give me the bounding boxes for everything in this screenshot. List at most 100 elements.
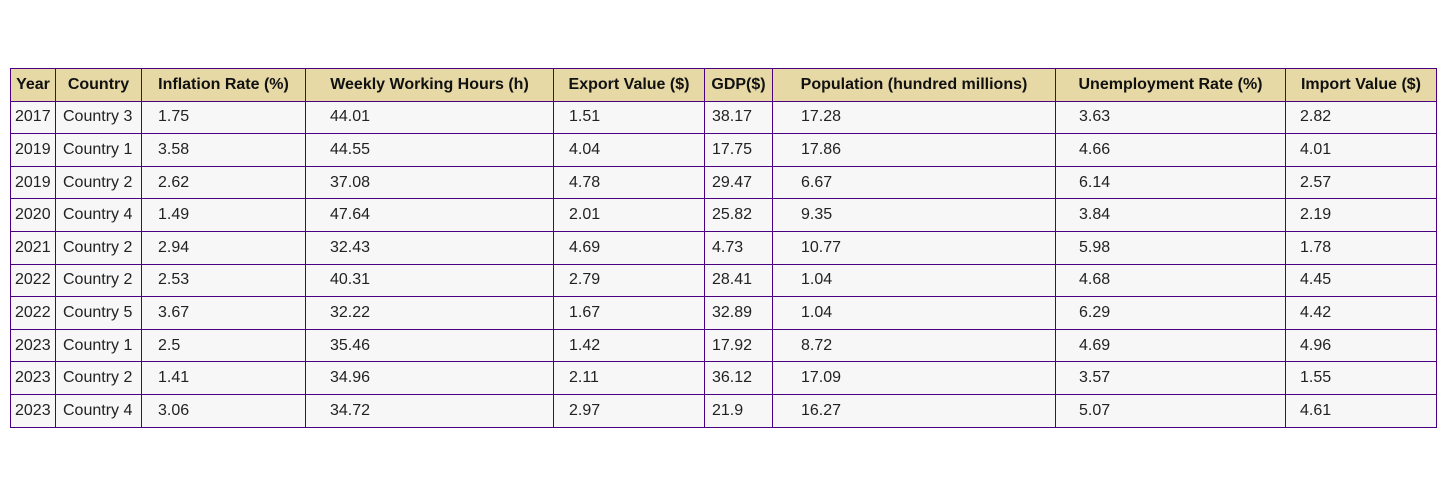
cell-export-value: 2.97 xyxy=(553,393,705,428)
cell-year: 2022 xyxy=(10,263,56,298)
cell-unemployment-rate: 3.84 xyxy=(1055,198,1286,232)
cell-year: 2023 xyxy=(10,328,56,363)
cell-inflation-rate: 1.75 xyxy=(141,100,306,135)
cell-gdp: 21.9 xyxy=(704,393,773,428)
cell-inflation-rate: 1.49 xyxy=(141,198,306,232)
cell-export-value: 2.01 xyxy=(553,198,705,232)
cell-weekly-working-hours: 35.46 xyxy=(305,328,554,363)
cell-export-value: 1.67 xyxy=(553,296,705,330)
cell-year: 2023 xyxy=(10,393,56,428)
cell-export-value: 4.69 xyxy=(553,230,705,265)
cell-country: Country 4 xyxy=(55,198,142,232)
header-gdp: GDP($) xyxy=(704,68,773,102)
cell-country: Country 2 xyxy=(55,165,142,200)
header-inflation-rate: Inflation Rate (%) xyxy=(141,68,306,102)
cell-inflation-rate: 1.41 xyxy=(141,361,306,395)
data-table: Year Country Inflation Rate (%) Weekly W… xyxy=(10,68,1437,428)
cell-gdp: 38.17 xyxy=(704,100,773,135)
cell-unemployment-rate: 4.68 xyxy=(1055,263,1286,298)
table-row: 2022 Country 2 2.53 40.31 2.79 28.41 1.04 4.68 4… xyxy=(10,263,1437,298)
cell-import-value: 4.01 xyxy=(1285,133,1437,167)
cell-unemployment-rate: 4.69 xyxy=(1055,328,1286,363)
cell-year: 2019 xyxy=(10,133,56,167)
cell-export-value: 2.79 xyxy=(553,263,705,298)
header-year: Year xyxy=(10,68,56,102)
cell-weekly-working-hours: 37.08 xyxy=(305,165,554,200)
cell-inflation-rate: 3.06 xyxy=(141,393,306,428)
cell-weekly-working-hours: 44.55 xyxy=(305,133,554,167)
table-row: 2022 Country 5 3.67 32.22 1.67 32.89 1.04 6.29 4… xyxy=(10,296,1437,330)
cell-population: 8.72 xyxy=(772,328,1056,363)
cell-unemployment-rate: 5.07 xyxy=(1055,393,1286,428)
header-unemployment-rate: Unemployment Rate (%) xyxy=(1055,68,1286,102)
cell-weekly-working-hours: 32.22 xyxy=(305,296,554,330)
cell-import-value: 4.45 xyxy=(1285,263,1437,298)
cell-country: Country 5 xyxy=(55,296,142,330)
table-row: 2019 Country 2 2.62 37.08 4.78 29.47 6.67 6.14 2… xyxy=(10,165,1437,200)
cell-year: 2022 xyxy=(10,296,56,330)
cell-unemployment-rate: 5.98 xyxy=(1055,230,1286,265)
table-row: 2019 Country 1 3.58 44.55 4.04 17.75 17.86 4.66… xyxy=(10,133,1437,167)
cell-gdp: 32.89 xyxy=(704,296,773,330)
cell-weekly-working-hours: 40.31 xyxy=(305,263,554,298)
cell-population: 16.27 xyxy=(772,393,1056,428)
cell-gdp: 4.73 xyxy=(704,230,773,265)
cell-year: 2021 xyxy=(10,230,56,265)
cell-year: 2019 xyxy=(10,165,56,200)
table-row: 2023 Country 1 2.5 35.46 1.42 17.92 8.72 4.69 4.… xyxy=(10,328,1437,363)
header-weekly-working-hours: Weekly Working Hours (h) xyxy=(305,68,554,102)
cell-population: 17.09 xyxy=(772,361,1056,395)
cell-inflation-rate: 3.67 xyxy=(141,296,306,330)
cell-import-value: 4.61 xyxy=(1285,393,1437,428)
cell-unemployment-rate: 3.57 xyxy=(1055,361,1286,395)
cell-export-value: 1.42 xyxy=(553,328,705,363)
cell-population: 6.67 xyxy=(772,165,1056,200)
cell-import-value: 2.82 xyxy=(1285,100,1437,135)
cell-import-value: 2.57 xyxy=(1285,165,1437,200)
cell-inflation-rate: 2.53 xyxy=(141,263,306,298)
cell-country: Country 4 xyxy=(55,393,142,428)
table-row: 2023 Country 4 3.06 34.72 2.97 21.9 16.27 5.07 4… xyxy=(10,393,1437,428)
cell-unemployment-rate: 6.14 xyxy=(1055,165,1286,200)
cell-gdp: 17.92 xyxy=(704,328,773,363)
cell-weekly-working-hours: 34.72 xyxy=(305,393,554,428)
cell-gdp: 25.82 xyxy=(704,198,773,232)
cell-population: 1.04 xyxy=(772,263,1056,298)
cell-weekly-working-hours: 47.64 xyxy=(305,198,554,232)
cell-gdp: 17.75 xyxy=(704,133,773,167)
cell-import-value: 2.19 xyxy=(1285,198,1437,232)
cell-country: Country 2 xyxy=(55,230,142,265)
cell-gdp: 36.12 xyxy=(704,361,773,395)
cell-unemployment-rate: 4.66 xyxy=(1055,133,1286,167)
cell-population: 9.35 xyxy=(772,198,1056,232)
cell-gdp: 28.41 xyxy=(704,263,773,298)
cell-import-value: 4.42 xyxy=(1285,296,1437,330)
cell-weekly-working-hours: 32.43 xyxy=(305,230,554,265)
cell-population: 17.86 xyxy=(772,133,1056,167)
cell-inflation-rate: 2.5 xyxy=(141,328,306,363)
header-population: Population (hundred millions) xyxy=(772,68,1056,102)
cell-country: Country 1 xyxy=(55,328,142,363)
cell-export-value: 2.11 xyxy=(553,361,705,395)
cell-inflation-rate: 2.94 xyxy=(141,230,306,265)
cell-country: Country 2 xyxy=(55,361,142,395)
table-row: 2017 Country 3 1.75 44.01 1.51 38.17 17.28 3.63… xyxy=(10,100,1437,135)
cell-country: Country 3 xyxy=(55,100,142,135)
cell-weekly-working-hours: 44.01 xyxy=(305,100,554,135)
cell-gdp: 29.47 xyxy=(704,165,773,200)
cell-export-value: 4.78 xyxy=(553,165,705,200)
cell-year: 2020 xyxy=(10,198,56,232)
cell-weekly-working-hours: 34.96 xyxy=(305,361,554,395)
table-row: 2020 Country 4 1.49 47.64 2.01 25.82 9.35 3.84 2… xyxy=(10,198,1437,232)
cell-year: 2017 xyxy=(10,100,56,135)
table-body: 2017 Country 3 1.75 44.01 1.51 38.17 17.28 3.63… xyxy=(10,100,1437,428)
cell-country: Country 2 xyxy=(55,263,142,298)
cell-import-value: 1.78 xyxy=(1285,230,1437,265)
cell-inflation-rate: 2.62 xyxy=(141,165,306,200)
cell-import-value: 4.96 xyxy=(1285,328,1437,363)
cell-unemployment-rate: 3.63 xyxy=(1055,100,1286,135)
cell-inflation-rate: 3.58 xyxy=(141,133,306,167)
header-row: Year Country Inflation Rate (%) Weekly W… xyxy=(10,68,1437,102)
cell-population: 1.04 xyxy=(772,296,1056,330)
cell-export-value: 4.04 xyxy=(553,133,705,167)
